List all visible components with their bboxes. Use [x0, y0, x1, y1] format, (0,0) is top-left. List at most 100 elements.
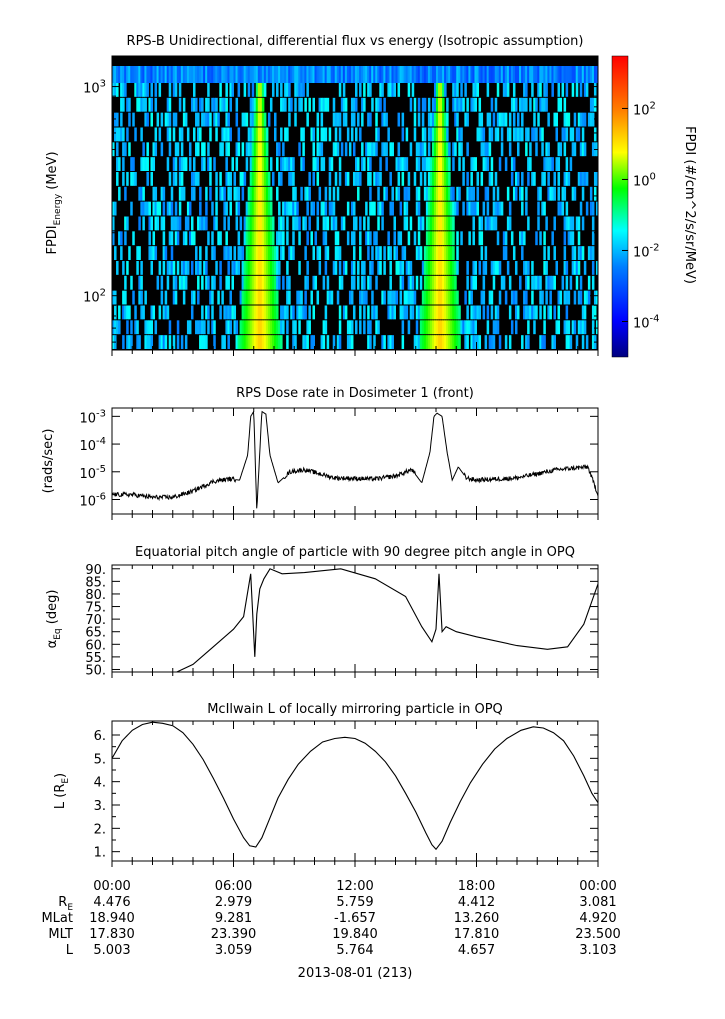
heat-cell: [579, 142, 583, 157]
heat-cell: [257, 112, 261, 127]
heat-cell: [150, 320, 153, 335]
heat-cell: [247, 231, 251, 246]
mcilwain-y-tick-label: 3.: [94, 799, 106, 814]
heat-cell: [504, 246, 508, 260]
heat-cell: [239, 172, 243, 186]
heat-cell: [369, 157, 372, 171]
mcilwain-y-tick-label: 5.: [94, 752, 106, 767]
heat-cell: [357, 157, 360, 171]
heat-cell: [269, 320, 273, 335]
heat-cell: [346, 335, 350, 349]
heat-cell: [249, 127, 253, 142]
heat-cell: [247, 261, 251, 275]
heat-cell: [468, 201, 471, 216]
heat-cell: [292, 172, 295, 186]
heat-cell: [213, 112, 216, 127]
heat-cell: [255, 320, 259, 335]
heat-cell: [166, 66, 170, 83]
heat-cell: [419, 320, 423, 335]
heat-cell: [350, 335, 354, 349]
heat-cell: [146, 112, 149, 127]
dose-y-tick-label-0: 10-6: [79, 492, 106, 510]
heat-cell: [535, 127, 538, 142]
heat-cell: [480, 66, 484, 83]
heat-cell: [316, 142, 320, 157]
heat-cell: [496, 83, 500, 97]
heat-cell: [433, 112, 437, 127]
heat-cell: [405, 305, 409, 320]
heat-cell: [551, 83, 554, 97]
heat-cell: [227, 142, 230, 157]
heat-cell: [282, 231, 285, 246]
heat-cell: [567, 335, 571, 349]
heat-cell: [342, 112, 346, 127]
heat-cell: [488, 216, 492, 231]
heat-cell: [470, 172, 473, 186]
heat-cell: [472, 320, 475, 335]
heat-cell: [229, 186, 232, 201]
heat-cell: [438, 201, 441, 216]
heat-cell: [352, 112, 356, 127]
heat-cell: [549, 305, 552, 320]
heat-cell: [482, 157, 486, 171]
heat-cell: [324, 305, 328, 320]
heat-cell: [154, 320, 158, 335]
heat-cell: [168, 83, 172, 97]
heat-cell: [316, 157, 320, 171]
heat-cell: [231, 275, 234, 290]
heat-cell: [211, 246, 214, 260]
heat-cell: [393, 231, 396, 246]
heat-cell: [423, 157, 427, 171]
heat-cell: [227, 186, 230, 201]
heat-cell: [247, 246, 251, 260]
mcilwain-x-ticks: [111, 721, 599, 867]
heat-cell: [535, 66, 538, 83]
heat-cell: [510, 231, 514, 246]
heat-cell: [440, 97, 443, 112]
heat-cell: [433, 201, 437, 216]
heat-cell: [571, 246, 575, 260]
heat-cell: [172, 157, 176, 171]
heat-cell: [207, 231, 210, 246]
heat-cell: [452, 142, 455, 157]
heat-cell: [543, 246, 546, 260]
heat-cell: [146, 157, 149, 171]
heat-cell: [225, 231, 228, 246]
heat-cell: [389, 142, 392, 157]
heat-cell: [415, 246, 419, 260]
heat-cell: [261, 290, 265, 305]
heat-cell: [146, 172, 149, 186]
heat-cell: [569, 231, 573, 246]
heat-cell: [316, 216, 320, 231]
heat-cell: [431, 127, 435, 142]
heat-cell: [257, 290, 261, 305]
heat-cell: [436, 112, 439, 127]
heat-cell: [359, 66, 362, 83]
heat-cell: [359, 127, 362, 142]
heat-cell: [450, 66, 453, 83]
heat-cell: [249, 216, 253, 231]
heat-cell: [363, 320, 366, 335]
spectrogram-y-label: FPDIEnergy (MeV): [45, 151, 63, 254]
heat-cell: [229, 201, 232, 216]
heat-cell: [452, 201, 455, 216]
heat-cell: [209, 66, 212, 83]
heat-cell: [563, 112, 567, 127]
heat-cell: [306, 275, 309, 290]
heat-cell: [371, 201, 374, 216]
heat-cell: [174, 112, 178, 127]
heat-cell: [239, 290, 243, 305]
heat-cell: [142, 83, 145, 97]
heat-cell: [346, 172, 350, 186]
heat-cell: [322, 97, 326, 112]
heat-cell: [409, 142, 413, 157]
heat-cell: [348, 335, 352, 349]
heat-cell: [199, 335, 202, 349]
heat-cell: [205, 305, 208, 320]
heat-cell: [140, 275, 143, 290]
heat-cell: [436, 127, 439, 142]
heat-cell: [579, 320, 583, 335]
colorbar-tick-label-2-exp: 0: [650, 171, 656, 182]
heat-cell: [438, 157, 441, 171]
heat-cell: [261, 172, 265, 186]
